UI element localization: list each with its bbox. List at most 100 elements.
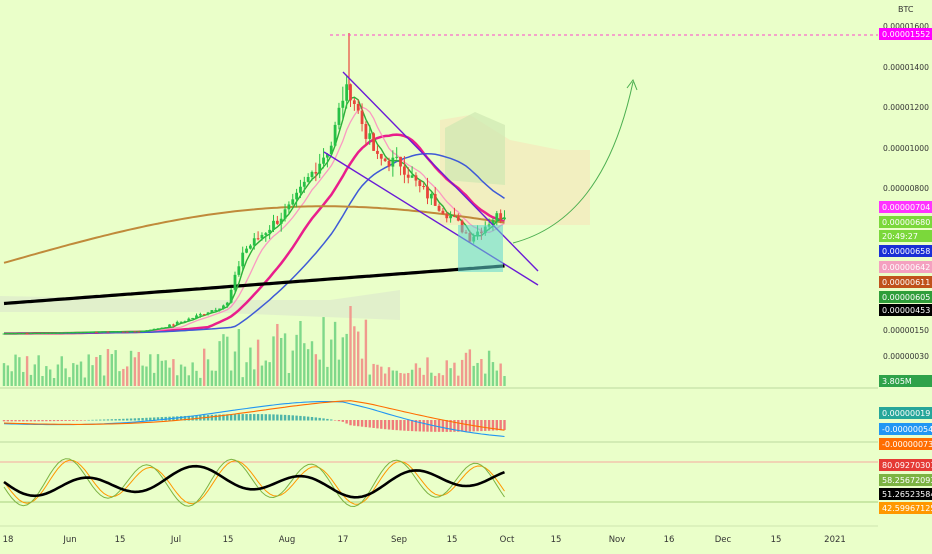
price-tag-bg xyxy=(879,216,932,228)
volume-bar xyxy=(283,333,287,386)
candle xyxy=(125,331,129,333)
candle xyxy=(410,166,414,178)
candle xyxy=(79,332,83,334)
candle xyxy=(41,333,44,335)
candle-body xyxy=(52,332,56,334)
price-tick-label: 0.00001400 xyxy=(883,63,929,72)
candle-body xyxy=(426,186,429,199)
macd-histogram-bar xyxy=(210,414,214,421)
volume-bar xyxy=(326,366,329,386)
candle xyxy=(152,328,156,330)
price-tag: 0.00000658 xyxy=(879,245,932,257)
candle-body xyxy=(252,238,256,246)
candle-body xyxy=(410,175,414,178)
candle-body xyxy=(299,186,302,193)
candle-body xyxy=(83,332,87,334)
candle xyxy=(268,225,272,240)
candle xyxy=(260,232,264,241)
macd-histogram-bar xyxy=(25,420,29,422)
macd-histogram-bar xyxy=(106,419,110,421)
candle-body xyxy=(148,329,152,331)
candle xyxy=(218,308,221,312)
macd-histogram-bar xyxy=(37,420,40,422)
candle xyxy=(414,172,418,187)
candle-body xyxy=(372,133,375,151)
candle-body xyxy=(95,331,98,333)
candle-body xyxy=(110,331,114,333)
volume-bar xyxy=(110,354,113,386)
macd-histogram-bar xyxy=(141,417,144,421)
volume-bar xyxy=(87,354,90,386)
candle xyxy=(222,304,225,310)
candle xyxy=(95,331,98,333)
volume-bar xyxy=(253,369,256,386)
volume-bar xyxy=(56,364,60,386)
price-tag: 0.00000642 xyxy=(879,261,932,273)
stoch-tag-bg xyxy=(879,459,932,471)
stoch-tag: 51.26523584 xyxy=(879,488,932,500)
candle xyxy=(44,332,48,335)
macd-histogram-bar xyxy=(341,420,344,422)
volume-bar xyxy=(345,333,348,386)
candle xyxy=(302,176,306,193)
volume-bar xyxy=(72,363,75,386)
macd-histogram-bar xyxy=(480,420,483,432)
volume-bar xyxy=(268,362,271,386)
macd-histogram-bar xyxy=(268,414,271,421)
macd-histogram-bar xyxy=(6,420,10,422)
macd-histogram-bar xyxy=(237,414,241,421)
candle-body xyxy=(418,180,422,187)
candle-body xyxy=(379,153,383,159)
macd-histogram-bar xyxy=(414,420,418,432)
volume-bar xyxy=(437,373,441,386)
macd-histogram-bar xyxy=(114,419,117,421)
candle xyxy=(391,150,395,177)
volume-bar xyxy=(495,370,498,386)
candle xyxy=(183,320,187,323)
macd-histogram-bar xyxy=(272,414,275,421)
candle xyxy=(322,148,325,169)
candle-body xyxy=(414,175,418,181)
candle xyxy=(252,233,256,250)
macd-histogram-bar xyxy=(280,414,283,421)
macd-tag-bg xyxy=(879,423,932,435)
lower-cloud xyxy=(0,290,400,320)
price-tick-label: 0.00001200 xyxy=(883,103,929,112)
projection-arrow xyxy=(512,81,634,244)
candle-body xyxy=(6,333,10,335)
volume-bar xyxy=(303,343,306,386)
macd-histogram-bar xyxy=(464,420,468,432)
candle xyxy=(214,307,218,313)
volume-bar xyxy=(49,369,52,386)
macd-histogram-bar xyxy=(18,420,21,422)
volume-bar xyxy=(272,336,275,386)
volume-bar xyxy=(91,365,94,386)
projection-arrow-head xyxy=(626,78,638,91)
candle-body xyxy=(237,266,241,275)
candle-body xyxy=(268,229,272,234)
candle xyxy=(191,317,195,319)
candle-body xyxy=(264,233,268,235)
volume-bar xyxy=(360,358,364,386)
candle-body xyxy=(33,333,37,335)
macd-histogram-bar xyxy=(403,420,406,431)
candle-body xyxy=(137,331,141,333)
volume-bar xyxy=(322,317,325,386)
candle-body xyxy=(256,238,260,240)
candle xyxy=(310,170,314,181)
price-tag-bg xyxy=(879,245,932,257)
macd-histogram-bar xyxy=(83,420,87,421)
cloud-band xyxy=(445,112,505,185)
macd-histogram-bar xyxy=(79,420,83,421)
candle xyxy=(114,331,118,333)
macd-histogram-bar xyxy=(233,414,237,421)
volume-bar xyxy=(260,365,264,386)
candle xyxy=(352,98,356,111)
volume-bar xyxy=(179,364,183,386)
stoch-tag-text: 42.59967125 xyxy=(882,504,932,513)
rsi-line xyxy=(3,464,505,499)
candle xyxy=(279,212,283,232)
volume-bar xyxy=(391,370,395,386)
candle-body xyxy=(279,218,283,224)
